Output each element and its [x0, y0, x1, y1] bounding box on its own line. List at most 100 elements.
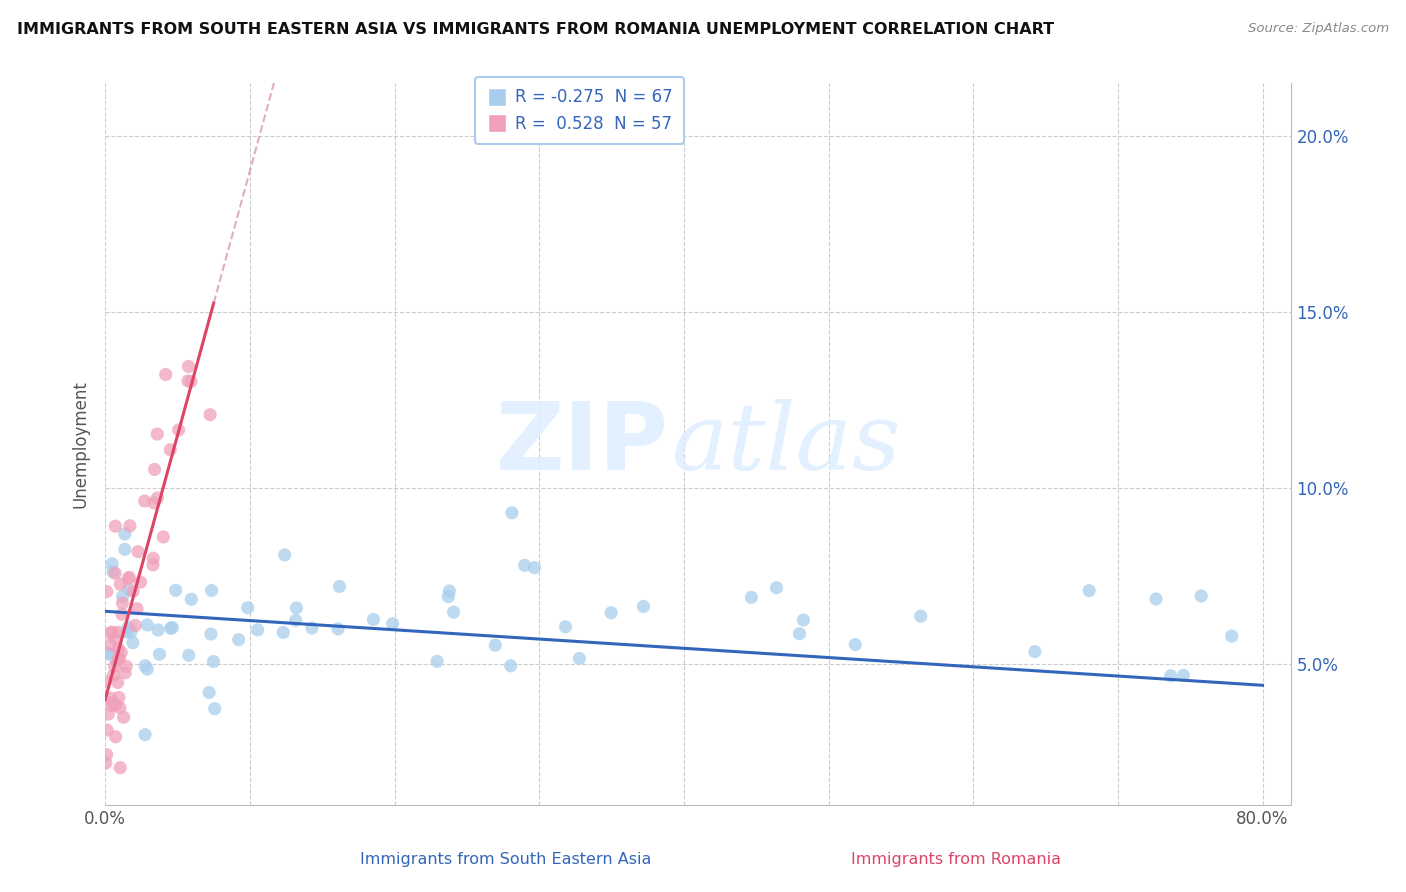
Point — [177, 359, 200, 374]
Point — [122, 584, 145, 599]
Point — [844, 638, 866, 652]
Point — [301, 621, 323, 635]
Point — [129, 575, 152, 590]
Text: atlas: atlas — [672, 399, 901, 489]
Point — [142, 558, 165, 572]
Point — [111, 607, 134, 622]
Point — [101, 625, 124, 640]
Point — [326, 622, 349, 636]
Point — [789, 626, 811, 640]
Point — [107, 675, 129, 690]
Point — [115, 625, 138, 640]
Point — [1173, 668, 1195, 682]
Legend: R = -0.275  N = 67, R =  0.528  N = 57: R = -0.275 N = 67, R = 0.528 N = 57 — [475, 77, 685, 145]
Point — [484, 638, 506, 652]
Point — [115, 659, 138, 673]
Point — [285, 601, 308, 615]
Point — [104, 659, 127, 673]
Point — [104, 698, 127, 712]
Point — [98, 626, 121, 640]
Point — [134, 494, 156, 508]
Point — [146, 427, 169, 442]
Point — [146, 623, 169, 637]
Point — [236, 600, 259, 615]
Point — [1144, 592, 1167, 607]
Point — [110, 645, 132, 659]
Point — [142, 551, 165, 566]
Point — [363, 613, 385, 627]
Point — [165, 583, 187, 598]
Point — [162, 620, 184, 634]
Point — [105, 654, 128, 668]
Point — [148, 647, 170, 661]
Point — [110, 577, 132, 591]
Point — [117, 620, 139, 634]
Point — [114, 665, 136, 680]
Point — [104, 519, 127, 533]
Point — [94, 756, 117, 770]
Point — [1189, 589, 1212, 603]
Point — [97, 707, 120, 722]
Point — [118, 518, 141, 533]
Point — [104, 730, 127, 744]
Point — [513, 558, 536, 573]
Point — [100, 691, 122, 706]
Point — [204, 702, 226, 716]
Point — [523, 560, 546, 574]
Point — [120, 624, 142, 639]
Point — [100, 648, 122, 662]
Point — [740, 591, 762, 605]
Point — [439, 584, 461, 599]
Point — [1220, 629, 1243, 643]
Point — [114, 542, 136, 557]
Point — [104, 566, 127, 581]
Point — [127, 544, 149, 558]
Point — [146, 491, 169, 505]
Point — [114, 527, 136, 541]
Point — [143, 496, 166, 510]
Point — [284, 614, 307, 628]
Point — [155, 368, 177, 382]
Point — [111, 590, 134, 604]
Point — [96, 723, 118, 737]
Point — [271, 625, 294, 640]
Point — [198, 408, 221, 422]
Point — [200, 627, 222, 641]
Point — [443, 605, 465, 619]
Point — [110, 761, 132, 775]
Point — [117, 572, 139, 586]
Point — [159, 621, 181, 635]
Point — [118, 582, 141, 597]
Point — [554, 620, 576, 634]
Point — [101, 698, 124, 713]
Point — [792, 613, 814, 627]
Point — [125, 601, 148, 615]
Point — [101, 557, 124, 571]
Point — [180, 375, 202, 389]
Point — [180, 592, 202, 607]
Point — [600, 606, 623, 620]
Point — [134, 658, 156, 673]
Point — [103, 668, 125, 682]
Point — [101, 696, 124, 710]
Point — [1160, 669, 1182, 683]
Point — [124, 618, 146, 632]
Point — [107, 651, 129, 665]
Point — [177, 648, 200, 663]
Point — [159, 442, 181, 457]
Text: Immigrants from South Eastern Asia: Immigrants from South Eastern Asia — [360, 852, 652, 867]
Point — [568, 651, 591, 665]
Point — [177, 374, 200, 388]
Point — [437, 590, 460, 604]
Point — [112, 710, 135, 724]
Point — [499, 658, 522, 673]
Point — [96, 747, 118, 762]
Point — [107, 641, 129, 656]
Point — [108, 651, 131, 665]
Point — [96, 584, 118, 599]
Point — [381, 616, 404, 631]
Point — [1024, 645, 1046, 659]
Point — [273, 548, 295, 562]
Point — [328, 579, 350, 593]
Point — [136, 662, 159, 676]
